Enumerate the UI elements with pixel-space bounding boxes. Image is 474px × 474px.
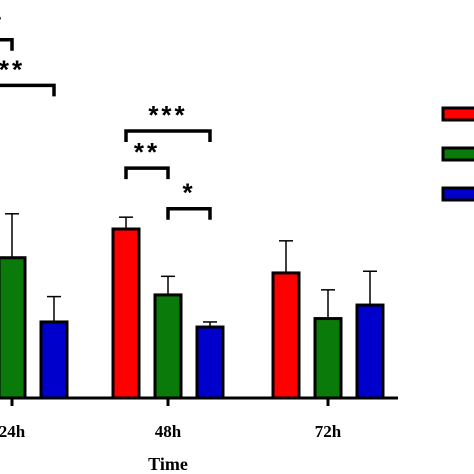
error-bars-layer	[5, 213, 377, 328]
legend-swatch-series2	[441, 146, 474, 162]
significance-layer: **********	[0, 9, 212, 220]
significance-label-4: **	[134, 137, 160, 167]
significance-label-1: **	[0, 54, 25, 84]
bars-layer	[0, 227, 385, 400]
x-tick-label-72h: 72h	[315, 422, 342, 441]
x-tick-label-48h: 48h	[155, 422, 182, 441]
significance-label-2: **	[0, 9, 4, 39]
significance-bracket-2	[0, 37, 14, 51]
bar-series3-48h	[195, 325, 225, 400]
bar-series3-24h	[39, 320, 69, 400]
x-tick-label-24h: 24h	[0, 422, 26, 441]
significance-label-3: ***	[148, 100, 187, 130]
significance-bracket-3	[124, 129, 212, 142]
legend-swatch-series3	[441, 186, 474, 202]
significance-label-5: *	[182, 178, 195, 208]
legend-swatch-series1	[441, 106, 474, 122]
bar-series1-72h	[271, 271, 301, 400]
significance-bracket-4	[124, 166, 170, 180]
legend	[441, 106, 474, 202]
x-axis-title: Time	[148, 454, 188, 474]
bar-series2-48h	[153, 293, 183, 400]
x-ticks-layer: 24h 48h 72h	[0, 398, 342, 441]
bar-series3-72h	[355, 303, 385, 400]
bar-series2-24h	[0, 256, 27, 400]
bar-series1-48h	[111, 227, 141, 400]
significance-bracket-5	[166, 206, 212, 220]
significance-bracket-1	[0, 83, 56, 97]
bar-series2-72h	[313, 317, 343, 400]
